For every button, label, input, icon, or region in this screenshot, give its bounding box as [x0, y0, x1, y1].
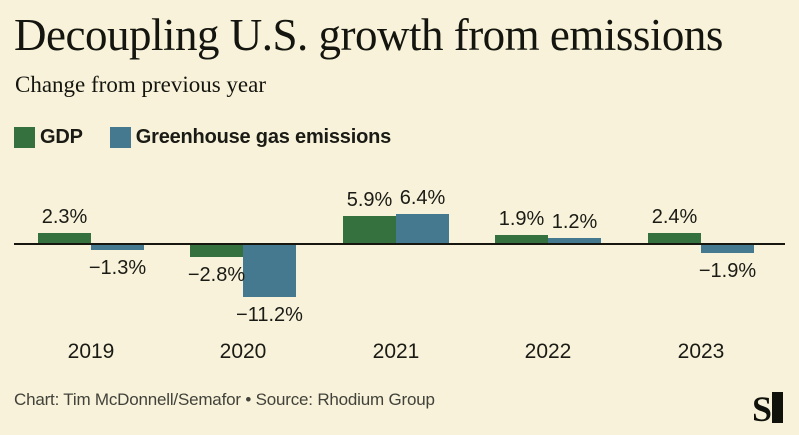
value-label-emissions-2021: 6.4%	[399, 186, 446, 209]
legend: GDP Greenhouse gas emissions	[14, 126, 391, 149]
bar-emissions-2020	[243, 244, 296, 297]
year-label-2023: 2023	[677, 340, 725, 363]
value-label-gdp-2019: 2.3%	[41, 206, 88, 229]
zero-axis-line	[14, 243, 785, 245]
chart-credit: Chart: Tim McDonnell/Semafor • Source: R…	[14, 390, 435, 409]
value-label-gdp-2021: 5.9%	[346, 189, 393, 212]
bar-gdp-2023	[648, 232, 701, 244]
year-label-2021: 2021	[372, 340, 420, 363]
value-label-gdp-2022: 1.9%	[498, 208, 545, 231]
page-title: Decoupling U.S. growth from emissions	[14, 10, 723, 60]
year-label-2022: 2022	[524, 340, 572, 363]
bar-gdp-2020	[190, 244, 243, 258]
value-label-gdp-2020: −2.8%	[187, 264, 246, 287]
legend-label-emissions: Greenhouse gas emissions	[135, 126, 392, 148]
value-label-emissions-2022: 1.2%	[551, 211, 598, 234]
value-label-gdp-2023: 2.4%	[651, 205, 698, 228]
legend-item-emissions: Greenhouse gas emissions	[109, 126, 392, 149]
year-label-2020: 2020	[219, 340, 267, 363]
bar-gdp-2021	[343, 216, 396, 244]
svg-text:S: S	[754, 391, 772, 424]
bar-emissions-2022	[548, 238, 601, 244]
value-label-emissions-2019: −1.3%	[88, 257, 147, 280]
value-label-emissions-2023: −1.9%	[698, 259, 757, 282]
chart-subtitle: Change from previous year	[15, 72, 267, 97]
bar-chart: 2.3% −2.8% 5.9% 1.9% 2.4% −1.3% −11.2% 6.4% 1.2%…	[0, 150, 799, 385]
bar-gdp-2022	[495, 235, 548, 244]
legend-item-gdp: GDP	[14, 126, 83, 149]
legend-label-gdp: GDP	[40, 126, 83, 148]
bar-gdp-2019	[38, 233, 91, 244]
gdp-swatch-icon	[14, 127, 35, 148]
emissions-swatch-icon	[109, 127, 131, 148]
bar-emissions-2023	[701, 244, 754, 253]
semafor-logo-icon: S	[754, 391, 783, 424]
bar-emissions-2019	[91, 244, 144, 251]
bar-emissions-2021	[396, 213, 449, 244]
value-label-emissions-2020: −11.2%	[236, 303, 303, 326]
year-label-2019: 2019	[67, 340, 115, 363]
